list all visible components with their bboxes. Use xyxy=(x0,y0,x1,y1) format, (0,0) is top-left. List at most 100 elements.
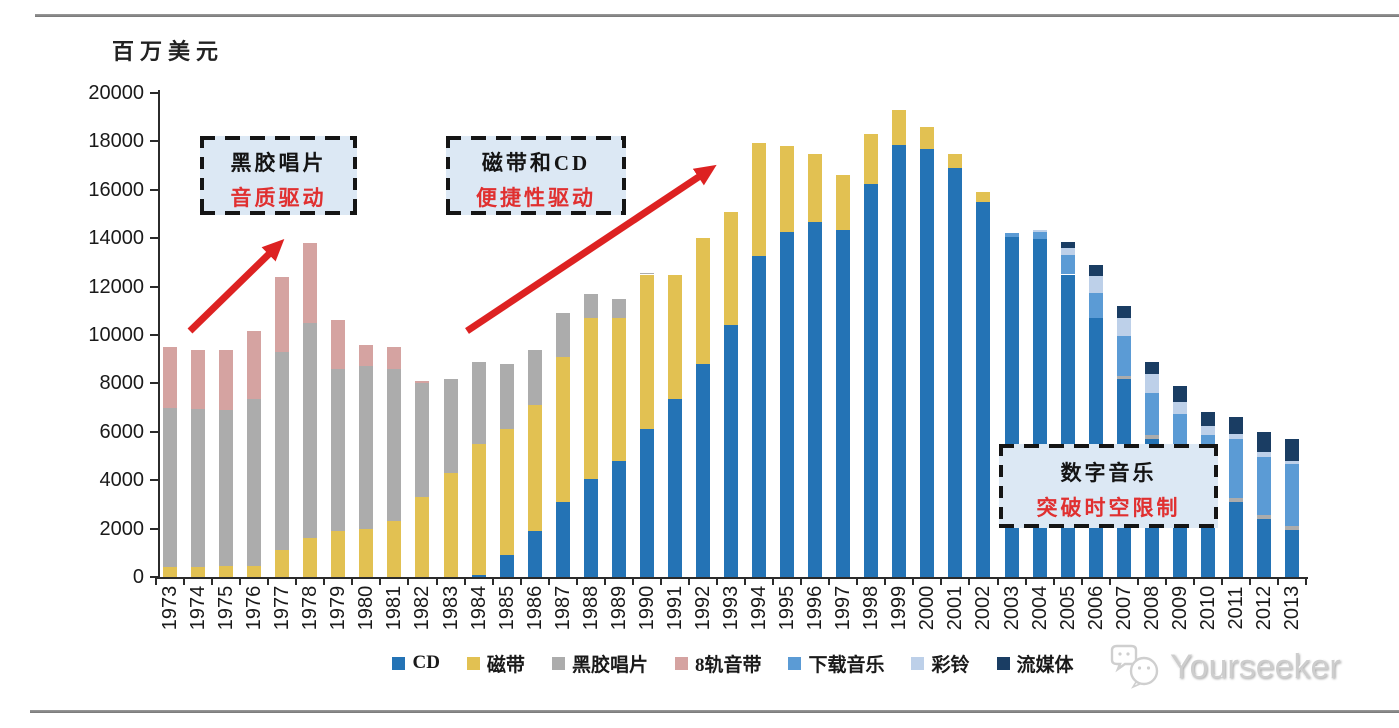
x-tick-7 xyxy=(351,578,354,585)
bar-2005-流媒体 xyxy=(1060,241,1075,248)
bar-1998-磁带 xyxy=(864,134,879,184)
bar-1986-黑胶唱片 xyxy=(527,349,542,406)
bar-1989-CD xyxy=(611,460,626,577)
x-label-1991: 1991 xyxy=(663,585,686,631)
x-tick-15 xyxy=(575,578,578,585)
bar-2007-彩铃 xyxy=(1116,318,1131,337)
y-tick-label-6000: 6000 xyxy=(99,420,145,443)
bar-1996-CD xyxy=(808,222,823,577)
annotation-box-digital: 数字音乐 突破时空限制 xyxy=(999,444,1218,528)
bar-1973-黑胶唱片 xyxy=(163,407,178,568)
x-label-2002: 2002 xyxy=(972,585,995,631)
bar-1993-CD xyxy=(724,325,739,577)
x-tick-32 xyxy=(1052,578,1055,585)
x-tick-3 xyxy=(239,578,242,585)
bar-2006-彩铃 xyxy=(1088,275,1103,293)
y-tick-18000 xyxy=(150,140,158,143)
bar-2001-CD xyxy=(948,168,963,577)
watermark-text: Yourseeker xyxy=(1170,647,1341,686)
x-tick-37 xyxy=(1192,578,1195,585)
bar-1978-8轨音带 xyxy=(303,243,318,323)
x-tick-29 xyxy=(968,578,971,585)
x-tick-13 xyxy=(519,578,522,585)
x-label-1982: 1982 xyxy=(411,585,434,631)
y-tick-2000 xyxy=(150,527,158,530)
x-label-1977: 1977 xyxy=(271,585,294,631)
bar-1988-磁带 xyxy=(583,318,598,479)
x-label-1978: 1978 xyxy=(299,585,322,631)
x-tick-9 xyxy=(407,578,410,585)
x-label-2003: 2003 xyxy=(1000,585,1023,631)
y-tick-label-4000: 4000 xyxy=(99,469,145,492)
x-label-1998: 1998 xyxy=(860,585,883,631)
bar-2002-磁带 xyxy=(976,192,991,202)
y-tick-label-2000: 2000 xyxy=(99,517,145,540)
bar-2011-CD xyxy=(1228,501,1243,577)
legend-swatch-下载音乐 xyxy=(788,656,802,670)
x-tick-40 xyxy=(1277,578,1279,585)
bar-1999-磁带 xyxy=(892,109,907,146)
bar-2000-CD xyxy=(920,148,935,577)
wechat-icon xyxy=(1110,644,1159,689)
x-tick-6 xyxy=(323,578,326,585)
y-tick-8000 xyxy=(150,382,158,385)
x-label-1975: 1975 xyxy=(215,585,238,631)
bar-1987-黑胶唱片 xyxy=(555,313,570,357)
x-tick-16 xyxy=(603,578,606,585)
bar-1977-黑胶唱片 xyxy=(275,351,290,551)
bar-2012-黑胶唱片 xyxy=(1256,515,1271,519)
y-tick-10000 xyxy=(150,334,158,336)
y-tick-label-12000: 12000 xyxy=(88,275,144,298)
bar-1997-CD xyxy=(836,229,851,577)
bar-2009-彩铃 xyxy=(1172,401,1187,414)
annotation-box-cassette-cd: 磁带和CD 便捷性驱动 xyxy=(446,136,626,215)
bar-2008-黑胶唱片 xyxy=(1144,435,1159,440)
legend-swatch-彩铃 xyxy=(911,656,925,670)
bar-2010-彩铃 xyxy=(1200,425,1215,436)
x-label-1987: 1987 xyxy=(551,585,574,631)
bar-1983-磁带 xyxy=(443,472,458,577)
x-label-1980: 1980 xyxy=(355,585,378,631)
x-label-1993: 1993 xyxy=(720,585,743,631)
bar-1980-磁带 xyxy=(359,528,374,577)
bar-2011-流媒体 xyxy=(1228,417,1243,435)
bar-1984-黑胶唱片 xyxy=(471,361,486,444)
bar-1984-磁带 xyxy=(471,443,486,575)
x-tick-38 xyxy=(1220,578,1223,585)
y-tick-label-0: 0 xyxy=(132,566,144,588)
legend-item-磁带: 磁带 xyxy=(466,650,525,677)
x-label-1989: 1989 xyxy=(607,585,630,631)
bar-2011-下载音乐 xyxy=(1228,439,1243,499)
bar-1991-CD xyxy=(667,399,682,577)
bar-2013-流媒体 xyxy=(1285,439,1300,461)
bar-1990-黑胶唱片 xyxy=(639,273,654,275)
y-tick-label-20000: 20000 xyxy=(88,82,144,104)
annotation-vinyl-title: 黑胶唱片 xyxy=(230,151,327,175)
bar-2012-下载音乐 xyxy=(1256,457,1271,516)
bar-1994-CD xyxy=(752,256,767,577)
bar-2009-下载音乐 xyxy=(1172,413,1187,450)
bar-2003-下载音乐 xyxy=(1004,233,1019,237)
legend-label-CD: CD xyxy=(412,652,440,673)
top-rule-line xyxy=(35,14,1399,17)
x-tick-4 xyxy=(267,578,270,585)
bar-1981-磁带 xyxy=(387,521,402,577)
x-axis-line xyxy=(157,577,1308,579)
legend-swatch-黑胶唱片 xyxy=(551,656,565,670)
bar-1977-磁带 xyxy=(275,550,290,577)
legend-swatch-磁带 xyxy=(466,656,480,670)
x-label-1999: 1999 xyxy=(888,585,911,631)
x-label-2006: 2006 xyxy=(1084,585,1107,631)
x-tick-19 xyxy=(687,578,690,585)
bar-1982-黑胶唱片 xyxy=(415,383,430,498)
x-label-2011: 2011 xyxy=(1224,586,1247,630)
bar-1980-8轨音带 xyxy=(359,344,374,367)
annotation-vinyl-subtitle: 音质驱动 xyxy=(230,186,327,210)
legend-label-流媒体: 流媒体 xyxy=(1016,654,1074,676)
bar-1987-磁带 xyxy=(555,356,570,502)
bar-1979-8轨音带 xyxy=(331,320,346,369)
x-label-1981: 1981 xyxy=(383,585,406,631)
bar-2007-黑胶唱片 xyxy=(1116,376,1131,379)
bar-1974-8轨音带 xyxy=(191,349,206,409)
